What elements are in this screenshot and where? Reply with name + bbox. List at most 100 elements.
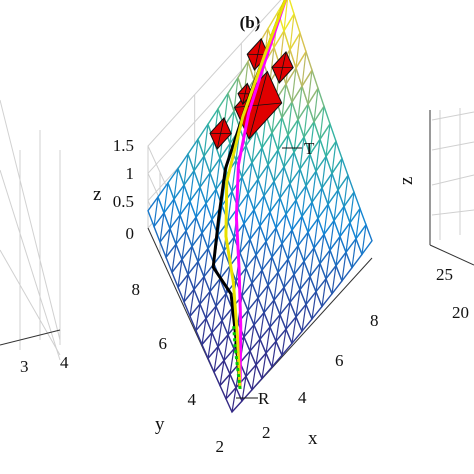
surface-diagonal [223, 334, 229, 361]
surface-diagonal [253, 297, 259, 325]
surface-diagonal [295, 32, 301, 69]
left-axis-line [0, 329, 61, 346]
surface-diagonal [289, 13, 295, 50]
surface-diagonal [267, 132, 273, 165]
right-tick-20: 20 [452, 303, 469, 322]
z-tick-0: 0 [126, 224, 135, 243]
y-tick-8: 8 [132, 280, 141, 299]
left-grid-line [0, 99, 61, 341]
surface-diagonal [301, 51, 307, 87]
surface-diagonal [257, 270, 263, 298]
surface-diagonal [179, 184, 185, 216]
surface-diagonal [281, 83, 287, 118]
surface-diagonal [297, 216, 303, 246]
surface-diagonal [211, 306, 217, 333]
surface-diagonal [165, 228, 171, 258]
surface-diagonal [287, 229, 293, 260]
surface-diagonal [251, 130, 257, 163]
surface-diagonal [307, 202, 313, 233]
surface-diagonal [271, 227, 277, 258]
surface-diagonal [265, 211, 271, 242]
surface-diagonal [313, 88, 319, 122]
surface-diagonal [203, 248, 209, 277]
surface-diagonal [191, 217, 197, 247]
left-panel-grid [0, 99, 61, 361]
surface-diagonal [317, 187, 323, 219]
surface-diagonal [229, 348, 235, 375]
surface-diagonal [279, 166, 285, 198]
surface-diagonal [299, 261, 305, 290]
surface-diagonal [181, 230, 187, 260]
surface-diagonal [265, 326, 271, 354]
surface-diagonal [315, 263, 321, 292]
surface-diagonal [247, 282, 253, 311]
right-grid-line [431, 209, 474, 216]
left-tick-3: 3 [20, 357, 29, 376]
surface-diagonal [269, 181, 275, 212]
surface-diagonal [319, 106, 325, 140]
surface-diagonal [307, 70, 313, 105]
surface-diagonal [331, 265, 337, 294]
surface-diagonal [327, 173, 333, 205]
surface-diagonal [241, 145, 247, 178]
right-grid-line [431, 174, 474, 186]
surface-diagonal [281, 329, 287, 356]
surface-diagonal [227, 191, 233, 222]
y-tick-2: 2 [216, 437, 225, 456]
surface-diagonal [273, 149, 279, 182]
surface-diagonal [333, 189, 339, 221]
surface-diagonal [183, 153, 189, 186]
surface-diagonal [321, 156, 327, 188]
right-panel-grid [429, 108, 474, 266]
surface-diagonal [301, 185, 307, 217]
surface-diagonal [269, 299, 275, 328]
surface-diagonal [159, 212, 165, 243]
surface-diagonal [199, 276, 205, 305]
surface-diagonal [183, 274, 189, 302]
surface-diagonal [251, 364, 257, 390]
surface-diagonal [175, 214, 181, 245]
panel-title: (b) [240, 13, 261, 32]
right-z-axis-label: z [396, 177, 417, 185]
right-tick-25: 25 [436, 265, 453, 284]
surface-diagonal [325, 123, 331, 157]
surface-diagonal [215, 278, 221, 307]
surface-diagonal [295, 289, 301, 317]
surface-diagonal [173, 168, 179, 200]
y-tick-6: 6 [159, 334, 168, 353]
surface-diagonal [311, 291, 317, 320]
surface-diagonal [293, 245, 299, 275]
right-grid-line [431, 141, 474, 151]
surface-diagonal [241, 376, 247, 402]
surface-diagonal [197, 232, 203, 262]
surface-diagonal [355, 208, 361, 239]
surface-diagonal [277, 117, 283, 151]
surface-diagonal [227, 308, 233, 335]
surface-diagonal [257, 147, 263, 180]
surface-diagonal [283, 134, 289, 167]
surface-diagonal [237, 177, 243, 208]
surface-diagonal [153, 196, 159, 227]
obstacle-edge [234, 102, 282, 108]
surface-diagonal [205, 172, 211, 204]
surface-diagonal [291, 67, 297, 103]
surface-diagonal [241, 267, 247, 296]
surface-diagonal [269, 47, 275, 82]
surface-diagonal [309, 247, 315, 277]
surface-diagonal [351, 238, 357, 268]
surface-diagonal [271, 341, 277, 367]
center-surface [147, 0, 373, 414]
surface-diagonal [187, 246, 193, 275]
surface-diagonal [309, 121, 315, 155]
surface-diagonal [321, 278, 327, 307]
surface-diagonal [177, 259, 183, 288]
surface-diagonal [203, 124, 209, 157]
surface-diagonal [283, 259, 289, 288]
z-tick-0.5: 0.5 [113, 192, 134, 211]
surface-diagonal [303, 104, 309, 138]
surface-diagonal [341, 252, 347, 281]
surface-diagonal [245, 239, 251, 269]
surface-diagonal [313, 218, 319, 248]
surface-diagonal [247, 162, 253, 194]
x-tick-6: 6 [335, 351, 344, 370]
